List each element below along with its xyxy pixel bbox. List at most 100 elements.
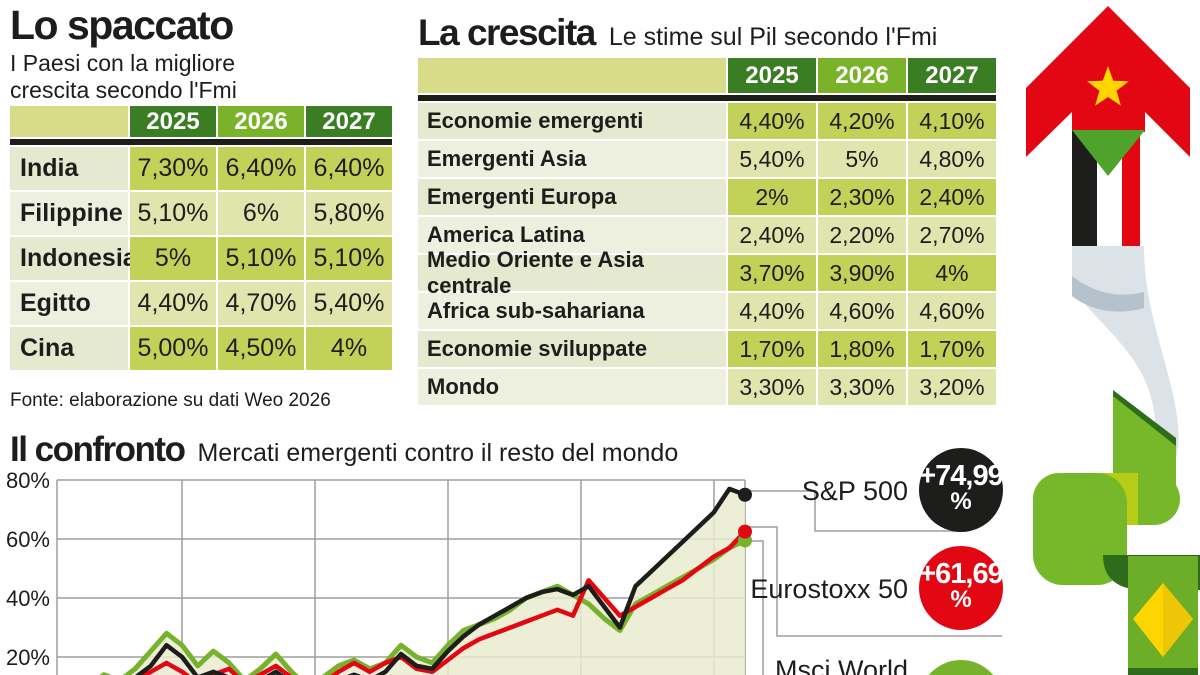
value-cell: 4,50% [218,327,304,370]
value-cell: 4,20% [818,103,906,139]
country-name-cell: India [10,147,128,190]
crescita-table: 2025 2026 2027 Economie emergenti 4,40% … [418,58,996,407]
y-tick-80: 80% [5,468,50,493]
region-name-cell: America Latina [418,217,726,253]
value-cell: 2% [728,179,816,215]
value-cell: 2,40% [908,179,996,215]
value-cell: 4,60% [818,293,906,329]
legend-badge-sp500: +74,99 % [919,448,1004,532]
value-cell: 5,10% [130,192,216,235]
value-cell: 1,70% [728,331,816,367]
region-name-cell: Mondo [418,369,726,405]
confronto-subtitle: Mercati emergenti contro il resto del mo… [197,439,679,467]
country-name-cell: Indonesia [10,237,137,280]
ribbon-twist [1072,276,1144,312]
value-cell: 4% [306,327,392,370]
value-cell: 5,10% [306,237,392,280]
crescita-title: La crescita [418,12,596,53]
value-cell: 1,70% [908,331,996,367]
table-row: Africa sub-sahariana 4,40% 4,60% 4,60% [418,293,996,329]
table-row: Medio Oriente e Asia centrale 3,70% 3,90… [418,247,996,298]
table-row: Economie emergenti 4,40% 4,20% 4,10% [418,103,996,139]
value-cell: 4,10% [908,103,996,139]
region-name-cell: Economie sviluppate [418,331,726,367]
legend-label-eurostoxx: Eurostoxx 50 [750,574,908,604]
value-cell: 2,30% [818,179,906,215]
value-cell: 4% [908,255,996,291]
value-cell: 5,40% [306,282,392,325]
value-cell: 5% [818,141,906,177]
table-row: Egitto 4,40% 4,70% 5,40% [10,282,392,325]
value-cell: 3,70% [728,255,816,291]
legend-label-msciworld: Msci World [774,655,908,675]
growth-arrow-graphic [1026,6,1200,675]
spaccato-title: Lo spaccato [10,2,234,48]
table-header-row: 2025 2026 2027 [10,106,392,137]
table-row: Filippine 5,10% 6% 5,80% [10,192,392,235]
y-tick-60: 60% [5,527,50,552]
region-name-cell: Emergenti Europa [418,179,726,215]
header-empty-cell [418,58,726,93]
value-cell: 4,70% [218,282,304,325]
header-2027: 2027 [306,106,392,137]
value-cell: 3,20% [908,369,996,405]
spaccato-table: 2025 2026 2027 India 7,30% 6,40% 6,40% F… [10,106,392,372]
table-row: Emergenti Europa 2% 2,30% 2,40% [418,179,996,215]
confronto-header: Il confronto Mercati emergenti contro il… [10,430,678,470]
country-name-cell: Cina [10,327,128,370]
line-chart [56,479,1002,675]
header-divider [418,95,996,101]
header-2026: 2026 [218,106,304,137]
table-row: Cina 5,00% 4,50% 4% [10,327,392,370]
value-cell: 4,40% [728,293,816,329]
value-cell: 4,80% [908,141,996,177]
region-name-cell: Emergenti Asia [418,141,726,177]
spaccato-subtitle: I Paesi con la migliore crescita secondo… [10,50,237,103]
crescita-header: La crescita Le stime sul Pil secondo l'F… [418,12,937,54]
table-row: India 7,30% 6,40% 6,40% [10,147,392,190]
value-cell: 2,20% [818,217,906,253]
table-header-row: 2025 2026 2027 [418,58,996,93]
value-cell: 5,10% [218,237,304,280]
country-name-cell: Filippine [10,192,128,235]
crescita-subtitle: Le stime sul Pil secondo l'Fmi [608,23,938,51]
flag-stripes [1072,130,1145,246]
source-note: Fonte: elaborazione su dati Weo 2026 [10,390,331,411]
value-cell: 6% [218,192,304,235]
value-cell: 4,40% [130,282,216,325]
table-row: Emergenti Asia 5,40% 5% 4,80% [418,141,996,177]
region-name-cell: Africa sub-sahariana [418,293,726,329]
y-tick-40: 40% [5,586,50,611]
country-name-cell: Egitto [10,282,128,325]
y-tick-20: 20% [5,645,50,670]
value-cell: 2,40% [728,217,816,253]
value-cell: 3,30% [728,369,816,405]
value-cell: 2,70% [908,217,996,253]
header-empty-cell [10,106,128,137]
table-row: Indonesia 5% 5,10% 5,10% [10,237,392,280]
header-2027: 2027 [908,58,996,93]
table-row: America Latina 2,40% 2,20% 2,70% [418,217,996,253]
ribbon-green [1033,390,1200,675]
value-cell: 3,90% [818,255,906,291]
value-cell: 5,00% [130,327,216,370]
table-row: Mondo 3,30% 3,30% 3,20% [418,369,996,405]
value-cell: 5,80% [306,192,392,235]
header-2025: 2025 [728,58,816,93]
value-cell: 7,30% [130,147,216,190]
value-cell: 3,30% [818,369,906,405]
value-cell: 4,60% [908,293,996,329]
legend-label-sp500: S&P 500 [801,476,908,506]
value-cell: 5% [130,237,216,280]
value-cell: 4,40% [728,103,816,139]
legend-badge-eurostoxx: +61,69 % [919,546,1004,630]
value-cell: 5,40% [728,141,816,177]
header-divider [10,139,392,145]
value-cell: 6,40% [218,147,304,190]
value-cell: 1,80% [818,331,906,367]
region-name-cell: Economie emergenti [418,103,726,139]
value-cell: 6,40% [306,147,392,190]
confronto-title: Il confronto [10,430,186,469]
table-row: Economie sviluppate 1,70% 1,80% 1,70% [418,331,996,367]
